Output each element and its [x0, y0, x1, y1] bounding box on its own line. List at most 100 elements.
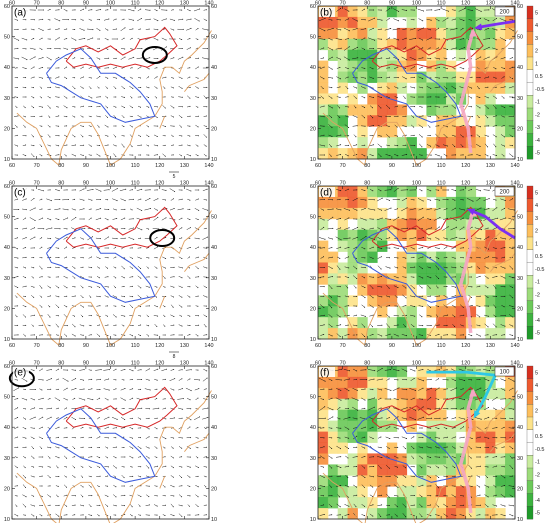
wind-vector-head — [480, 296, 481, 297]
wind-vector-head — [398, 287, 399, 288]
wind-vector-head — [157, 198, 158, 199]
wind-vector — [137, 257, 141, 259]
wind-vector-head — [455, 154, 456, 155]
wind-vector-head — [67, 49, 68, 50]
wind-vector-head — [164, 88, 165, 89]
shade-cell — [407, 497, 417, 508]
colorbar-swatch — [527, 57, 533, 70]
wind-vector-head — [107, 409, 108, 410]
wind-vector-head — [42, 334, 43, 335]
wind-vector — [146, 379, 149, 380]
wind-vector-head — [422, 278, 423, 279]
wind-vector-head — [140, 87, 141, 88]
wind-vector — [64, 286, 67, 288]
wind-vector-head — [198, 78, 199, 79]
x-tick-label-top: 70 — [340, 181, 346, 187]
wind-vector-head — [99, 68, 100, 69]
y-tick-label-right: 60 — [517, 4, 523, 10]
wind-vector — [419, 285, 422, 288]
wind-vector-head — [25, 317, 26, 318]
wind-vector-head — [100, 429, 101, 430]
wind-vector-head — [117, 200, 118, 201]
shade-cell — [397, 366, 407, 377]
wind-vector-head — [431, 227, 432, 228]
wind-vector — [162, 190, 166, 191]
wind-vector-head — [108, 466, 109, 467]
wind-vector-head — [512, 136, 513, 137]
wind-vector-head — [323, 495, 324, 496]
y-tick-label: 60 — [4, 364, 10, 370]
shade-cell — [407, 115, 417, 126]
wind-vector-head — [124, 514, 125, 515]
wind-vector-head — [357, 9, 358, 10]
shade-cell — [367, 72, 377, 83]
wind-vector-head — [512, 335, 513, 336]
shade-cell — [318, 306, 328, 317]
wind-vector-head — [50, 295, 51, 296]
wind-vector-head — [488, 306, 489, 307]
wind-vector-head — [108, 58, 109, 59]
wind-vector-head — [74, 456, 75, 457]
shade-cell — [505, 295, 515, 306]
wind-vector-head — [455, 335, 456, 336]
wind-vector-head — [323, 48, 324, 49]
wind-vector — [178, 389, 182, 390]
wind-vector-head — [83, 126, 84, 127]
wind-vector-head — [75, 286, 76, 287]
wind-vector-head — [124, 268, 125, 269]
x-tick-label: 80 — [58, 163, 64, 169]
wind-vector — [72, 475, 75, 477]
wind-vector-head — [116, 29, 117, 30]
wind-vector-head — [471, 316, 472, 317]
wind-vector — [452, 58, 455, 60]
wind-vector — [170, 286, 174, 287]
wind-vector-head — [132, 438, 133, 439]
wind-vector-head — [16, 297, 17, 298]
colorbar-swatch — [527, 108, 533, 121]
wind-vector-head — [464, 47, 465, 48]
wind-vector-head — [149, 448, 150, 449]
x-tick-label-top: 80 — [58, 361, 64, 367]
wind-vector-head — [25, 77, 26, 78]
wind-vector — [97, 334, 100, 336]
wind-vector-head — [66, 417, 67, 418]
wind-vector — [179, 295, 182, 297]
wind-vector — [96, 116, 100, 117]
wind-vector — [170, 189, 175, 192]
shade-cell — [505, 421, 515, 432]
wind-vector-head — [454, 200, 455, 201]
shade-cell — [426, 453, 436, 464]
wind-vector-head — [471, 20, 472, 21]
wind-vector-head — [51, 417, 52, 418]
wind-vector-head — [364, 68, 365, 69]
wind-vector-head — [197, 39, 198, 40]
shade-cell — [328, 497, 338, 508]
wind-vector-head — [430, 146, 431, 147]
wind-vector-head — [165, 156, 166, 157]
wind-vector — [55, 189, 59, 190]
wind-vector-head — [182, 418, 183, 419]
colorbar-swatch — [527, 314, 533, 327]
shade-cell — [377, 50, 387, 61]
highlight-ellipse — [150, 230, 174, 246]
wind-vector-head — [83, 325, 84, 326]
wind-vector-head — [141, 229, 142, 230]
wind-vector-head — [132, 515, 133, 516]
shade-cell — [495, 295, 505, 306]
wind-vector-head — [479, 306, 480, 307]
wind-vector-head — [26, 48, 27, 49]
wind-vector-head — [190, 10, 191, 11]
colorbar-label: 5 — [535, 10, 538, 16]
wind-vector — [187, 228, 191, 230]
wind-vector-head — [438, 47, 439, 48]
wind-vector-head — [74, 77, 75, 78]
wind-vector-head — [41, 297, 42, 298]
wind-vector-head — [18, 40, 19, 41]
wind-vector-head — [83, 514, 84, 515]
wind-vector-head — [189, 334, 190, 335]
shade-cell — [318, 421, 328, 432]
wind-vector-head — [17, 467, 18, 468]
wind-vector-head — [107, 448, 108, 449]
shade-cell — [495, 137, 505, 148]
wind-vector-head — [504, 286, 505, 287]
